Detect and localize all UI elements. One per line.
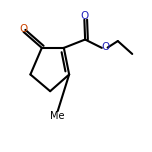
Text: O: O	[81, 11, 89, 21]
Text: O: O	[101, 42, 109, 52]
Text: O: O	[19, 24, 27, 34]
Text: Me: Me	[50, 111, 64, 121]
